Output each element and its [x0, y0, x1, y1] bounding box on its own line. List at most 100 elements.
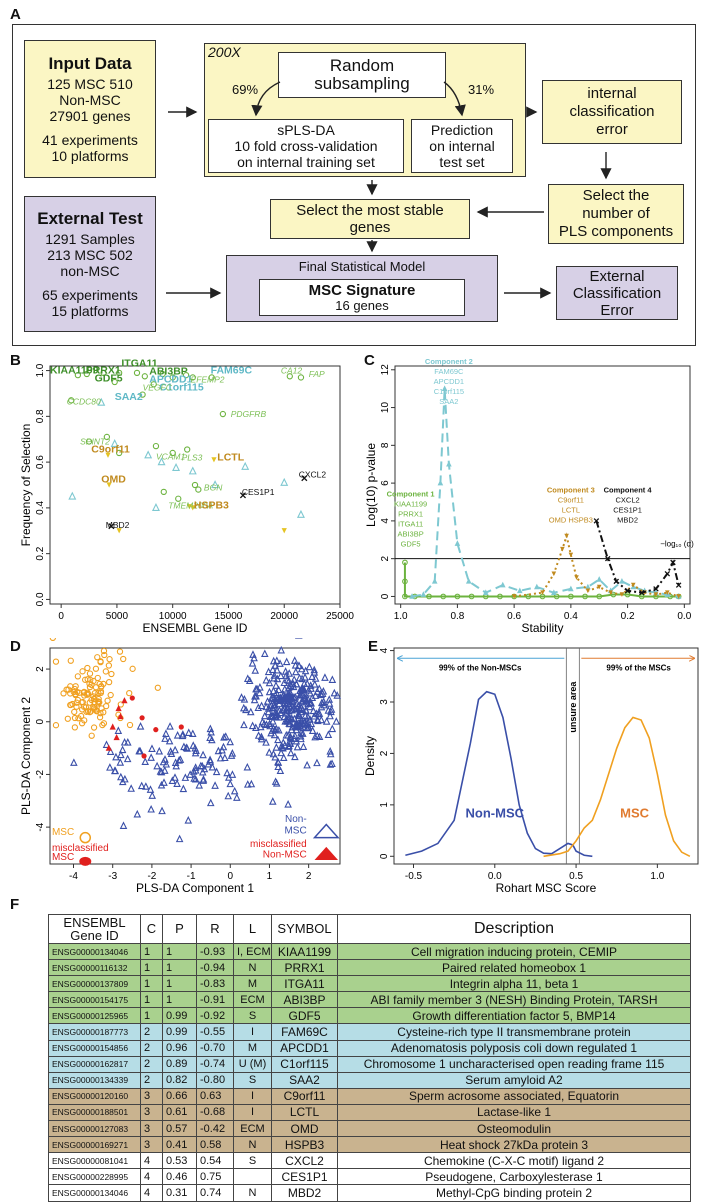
symbol-cell: CXCL2: [272, 1153, 338, 1169]
component-cell: 3: [141, 1088, 163, 1104]
series-gene: PRRX1: [398, 509, 423, 518]
component-cell: 4: [141, 1185, 163, 1201]
data-point: [224, 770, 230, 776]
data-point: [288, 750, 294, 756]
data-point: [130, 666, 135, 671]
arrow: [256, 82, 280, 115]
data-point: [163, 731, 169, 737]
gene-label: GDF5: [95, 373, 123, 385]
x-tick-label: -4: [69, 871, 78, 882]
x-tick-label: -0.5: [405, 871, 423, 882]
y-tick-label: 6: [380, 480, 391, 486]
data-point: [85, 665, 90, 670]
data-point: [225, 793, 231, 799]
gene-label: C9orf11: [91, 444, 130, 456]
data-point: [108, 692, 113, 697]
legend-misc-non-msc: Non-MSC: [263, 849, 307, 860]
gene-label: OMD: [101, 473, 126, 485]
y-tick-label: 0.0: [35, 592, 46, 606]
data-point: [167, 723, 173, 729]
description-cell: Chemokine (C-X-C motif) ligand 2: [338, 1153, 691, 1169]
data-point: [329, 677, 335, 683]
data-point: [72, 715, 77, 720]
component-cell: 1: [141, 944, 163, 960]
y-tick-label: 2: [35, 666, 46, 672]
data-point: [128, 785, 134, 791]
data-point: [295, 744, 301, 750]
data-point: [619, 578, 625, 584]
x-tick-label: 1: [267, 871, 273, 882]
data-point: [105, 698, 110, 703]
ensembl-id-cell: ENSG00000137809: [49, 976, 141, 992]
description-cell: Pseudogene, Carboxylesterase 1: [338, 1169, 691, 1185]
symbol-cell: KIAA1199: [272, 944, 338, 960]
ensembl-id-cell: ENSG00000162817: [49, 1056, 141, 1072]
col-header-p: P: [163, 915, 197, 944]
data-point: [117, 649, 122, 654]
location-cell: ECM: [234, 1121, 272, 1137]
series-gene: FAM69C: [434, 367, 464, 376]
symbol-cell: CES1P1: [272, 1169, 338, 1185]
description-cell: Methyl-CpG binding protein 2: [338, 1185, 691, 1201]
y-tick-label: -4: [35, 822, 46, 831]
data-point: [167, 738, 173, 744]
data-point: [292, 657, 298, 663]
data-point: [68, 658, 73, 663]
data-point: [75, 674, 80, 679]
data-point: [110, 723, 116, 729]
symbol-cell: C9orf11: [272, 1088, 338, 1104]
data-point: [80, 669, 85, 674]
data-point: [262, 651, 268, 657]
gene-label: CCDC80: [67, 396, 101, 406]
data-point: [333, 718, 339, 724]
location-cell: I, ECM: [234, 944, 272, 960]
data-point: [107, 764, 113, 770]
description-cell: Osteomodulin: [338, 1121, 691, 1137]
ensembl-id-cell: ENSG00000228995: [49, 1169, 141, 1185]
data-point: [107, 680, 112, 685]
density-curve: [544, 717, 690, 856]
data-point: [177, 836, 183, 842]
data-point: [95, 655, 100, 660]
data-point: [313, 693, 319, 699]
data-point: [121, 823, 127, 829]
series-name: Component 1: [387, 489, 435, 498]
data-point: [212, 782, 218, 788]
x-tick-label: 0.8: [450, 611, 464, 622]
component-cell: 4: [141, 1169, 163, 1185]
symbol-cell: APCDD1: [272, 1040, 338, 1056]
y-tick-label: 4: [379, 647, 390, 653]
data-point: [148, 786, 154, 792]
data-point: [285, 801, 291, 807]
gene-label: FAP: [309, 369, 325, 379]
p-cell: 0.46: [163, 1169, 197, 1185]
x-tick-label: 5000: [106, 611, 129, 622]
gene-label: PLS3: [182, 453, 203, 463]
gene-label: CXCL2: [299, 470, 327, 480]
data-point: [270, 798, 276, 804]
data-point: [234, 794, 240, 800]
component-cell: 2: [141, 1040, 163, 1056]
data-point: [91, 725, 96, 730]
r-cell: -0.74: [197, 1056, 234, 1072]
p-cell: 0.41: [163, 1137, 197, 1153]
data-point: [517, 587, 523, 593]
data-point: [455, 540, 461, 546]
gene-label: BGN: [204, 482, 223, 492]
component-cell: 3: [141, 1104, 163, 1120]
r-cell: 0.75: [197, 1169, 234, 1185]
location-cell: N: [234, 1185, 272, 1201]
data-point: [209, 737, 215, 743]
data-point: [134, 811, 140, 817]
location-cell: I: [234, 1104, 272, 1120]
p-cell: 0.31: [163, 1185, 197, 1201]
legend-non-msc-marker: [315, 824, 339, 837]
data-point: [322, 675, 328, 681]
data-point: [262, 713, 268, 719]
data-point: [109, 671, 114, 676]
gene-label: MBD2: [106, 520, 130, 530]
legend-non-msc: MSC: [284, 826, 306, 837]
